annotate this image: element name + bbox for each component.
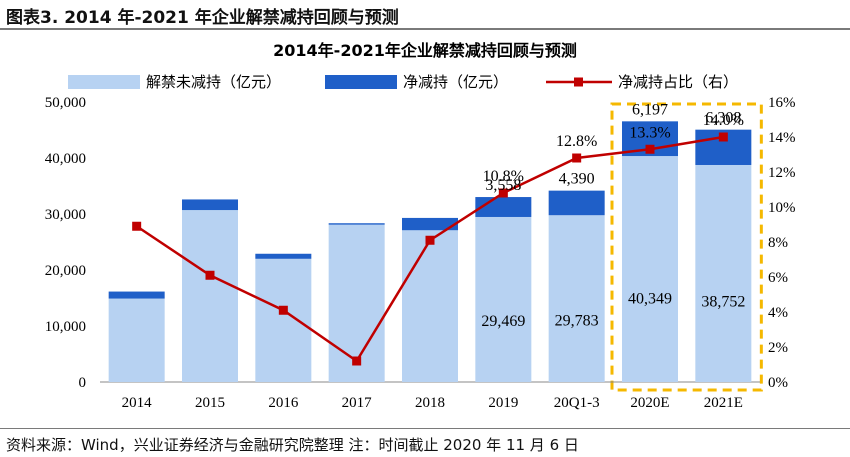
data-label-net-reduction: 6,308	[705, 110, 741, 127]
highlight-box	[610, 102, 763, 392]
data-label-unreduced: 38,752	[701, 294, 745, 311]
legend-label-net-reduction: 净减持（亿元）	[403, 73, 508, 91]
y-right-tick-label: 12%	[768, 165, 796, 181]
x-tick-label: 2018	[415, 395, 445, 411]
ratio-marker	[352, 356, 362, 366]
data-label-unreduced: 40,349	[628, 290, 672, 307]
x-tick-label: 2015	[195, 395, 225, 411]
source-note: 资料来源：Wind，兴业证券经济与金融研究院整理 注：时间截止 2020 年 1…	[6, 436, 579, 454]
data-label-net-reduction: 3,558	[485, 177, 521, 194]
x-tick-label: 2014	[122, 395, 153, 411]
bar-unreduced	[402, 230, 458, 382]
ratio-marker	[572, 153, 582, 163]
y-right-tick-label: 10%	[768, 200, 796, 216]
y-right-tick-label: 8%	[768, 235, 788, 251]
x-tick-label: 2019	[488, 395, 518, 411]
x-tick-label: 2017	[342, 395, 373, 411]
legend-swatch-net-reduction	[325, 75, 397, 89]
y-right-tick-label: 4%	[768, 305, 788, 321]
bar-unreduced	[108, 298, 165, 382]
data-label-net-reduction: 4,390	[559, 171, 595, 188]
ratio-marker	[425, 235, 435, 245]
y-right-tick-label: 2%	[768, 340, 788, 356]
ratio-marker	[205, 270, 215, 280]
bar-unreduced	[328, 224, 385, 382]
data-label-ratio: 13.3%	[629, 124, 670, 141]
legend: 解禁未减持（亿元） 净减持（亿元） 净减持占比（右）	[68, 73, 738, 91]
data-label-ratio: 12.8%	[556, 133, 597, 150]
bar-unreduced	[182, 210, 238, 382]
ratio-marker	[498, 188, 508, 198]
x-tick-label: 2021E	[704, 395, 743, 411]
ratio-line-series	[132, 132, 728, 366]
y-right-tick-label: 14%	[768, 130, 796, 146]
data-label-ratio: 10.8%	[483, 168, 524, 185]
x-tick-label: 2016	[268, 395, 299, 411]
chart-title: 2014年-2021年企业解禁减持回顾与预测	[273, 41, 577, 60]
bar-net-reduction	[255, 253, 312, 259]
axes: 0 10,000 20,000 30,000 40,000 50,000 0% 2% 4% 6% 8…	[45, 95, 796, 411]
legend-label-ratio: 净减持占比（右）	[618, 73, 738, 91]
bar-unreduced	[622, 156, 678, 382]
ratio-marker	[132, 221, 142, 231]
legend-swatch-unreduced	[68, 75, 140, 89]
legend-label-unreduced: 解禁未减持（亿元）	[146, 73, 281, 91]
data-label-net-reduction: 6,197	[632, 101, 668, 118]
bar-unreduced	[475, 216, 532, 382]
y-right-tick-label: 0%	[768, 375, 788, 391]
bar-unreduced	[548, 215, 605, 382]
bar-net-reduction	[548, 190, 605, 216]
y-left-tick-label: 30,000	[45, 207, 86, 223]
footer: 资料来源：Wind，兴业证券经济与金融研究院整理 注：时间截止 2020 年 1…	[0, 428, 850, 457]
bar-net-reduction	[108, 291, 165, 299]
bar-net-reduction	[328, 223, 385, 225]
x-tick-label: 20Q1-3	[554, 395, 600, 411]
chart: 2014年-2021年企业解禁减持回顾与预测 解禁未减持（亿元） 净减持（亿元） 净…	[45, 41, 796, 411]
bar-unreduced	[255, 258, 312, 382]
y-left-tick-label: 0	[79, 375, 87, 391]
y-left-tick-label: 10,000	[45, 319, 86, 335]
bar-unreduced	[695, 164, 752, 382]
y-left-tick-label: 20,000	[45, 263, 86, 279]
figure-header: 图表3. 2014 年-2021 年企业解禁减持回顾与预测	[0, 0, 850, 30]
y-left-tick-label: 50,000	[45, 95, 86, 111]
data-label-unreduced: 29,783	[555, 312, 599, 329]
data-label-ratio: 14.0%	[703, 112, 744, 129]
y-right-tick-label: 6%	[768, 270, 788, 286]
y-right-tick-label: 16%	[768, 95, 796, 111]
forecast-highlight-box	[610, 102, 763, 392]
bar-net-reduction	[402, 217, 458, 231]
x-tick-label: 2020E	[630, 395, 669, 411]
y-left-tick-label: 40,000	[45, 151, 86, 167]
ratio-marker	[278, 305, 288, 315]
ratio-marker	[645, 144, 655, 154]
figure-title: 图表3. 2014 年-2021 年企业解禁减持回顾与预测	[6, 8, 399, 28]
data-label-unreduced: 29,469	[481, 313, 525, 330]
bar-net-reduction	[182, 199, 238, 211]
bars	[108, 121, 752, 382]
ratio-marker	[718, 132, 728, 142]
legend-marker-ratio	[574, 77, 583, 87]
